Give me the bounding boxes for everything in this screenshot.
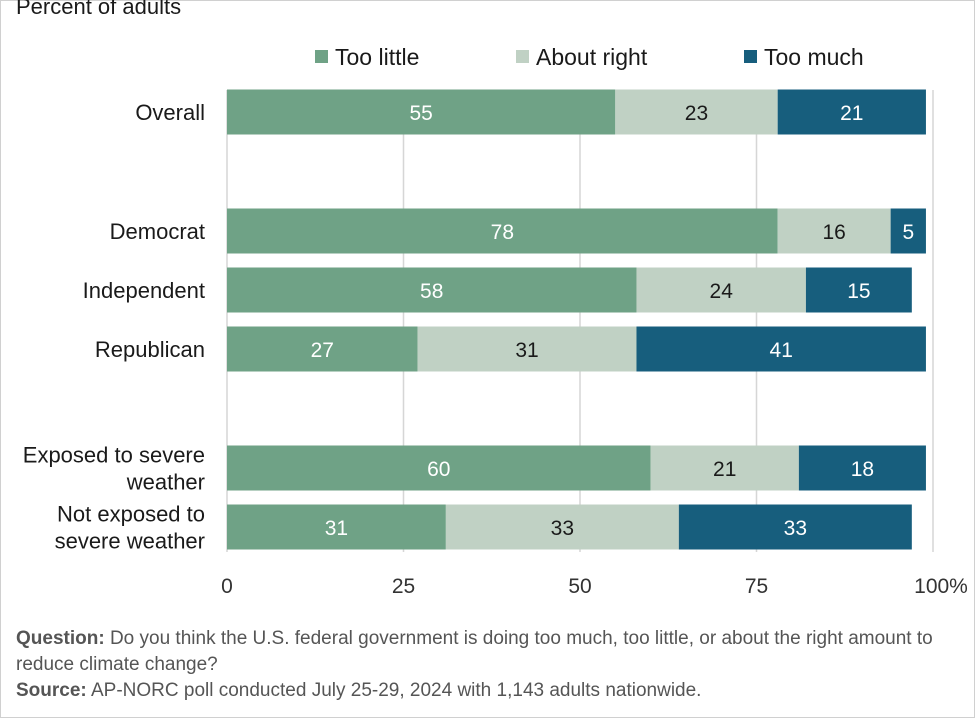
data-label: 78	[491, 221, 514, 244]
data-label: 33	[551, 517, 574, 540]
question-label: Question:	[16, 628, 105, 649]
bar-segment	[227, 445, 651, 491]
data-label: 31	[325, 517, 348, 540]
bar-segment	[636, 267, 806, 313]
data-label: 55	[409, 102, 432, 125]
bar-segment	[777, 89, 926, 135]
bar-segment	[227, 504, 446, 550]
bar-segment	[678, 504, 912, 550]
question-text: Do you think the U.S. federal government…	[16, 628, 933, 675]
source-note: Source: AP-NORC poll conducted July 25-2…	[16, 678, 966, 704]
source-text: AP-NORC poll conducted July 25-29, 2024 …	[90, 680, 702, 701]
bar-segment	[445, 504, 679, 550]
bar-segment	[805, 267, 912, 313]
category-label: Not exposed to	[57, 502, 205, 527]
legend-swatch	[315, 50, 328, 63]
category-label: severe weather	[55, 529, 205, 554]
category-label: Overall	[135, 100, 205, 125]
bar-segment	[798, 445, 926, 491]
data-label: 27	[311, 339, 334, 362]
legend-swatch	[516, 50, 529, 63]
bar-segment	[227, 267, 637, 313]
bar-segment	[636, 326, 926, 372]
category-label: Democrat	[110, 219, 205, 244]
data-label: 5	[902, 221, 914, 244]
data-label: 60	[427, 458, 450, 481]
data-label: 24	[710, 280, 734, 303]
legend-label: About right	[536, 44, 648, 70]
category-label: Exposed to severe	[23, 443, 205, 468]
bar-segment	[227, 326, 418, 372]
bar-chart: 0 25 50 75 100% Too little About right Too much…	[23, 44, 968, 598]
x-tick-label: 100%	[914, 575, 968, 598]
data-label: 15	[847, 280, 870, 303]
data-label: 33	[784, 517, 807, 540]
bar-segment	[650, 445, 799, 491]
legend-swatch	[744, 50, 757, 63]
bar-segment	[417, 326, 637, 372]
category-label: Republican	[95, 337, 205, 362]
data-label: 23	[685, 102, 708, 125]
bar-segment	[227, 208, 778, 254]
bar-segment	[890, 208, 926, 254]
data-label: 58	[420, 280, 443, 303]
bar-segment	[615, 89, 778, 135]
x-tick-label: 25	[392, 575, 415, 598]
x-tick-label: 50	[568, 575, 591, 598]
x-tick-label: 75	[745, 575, 768, 598]
chart-notes: Question: Do you think the U.S. federal …	[16, 626, 966, 704]
data-label: 18	[851, 458, 874, 481]
question-note: Question: Do you think the U.S. federal …	[16, 626, 966, 678]
data-label: 31	[515, 339, 538, 362]
chart-subtitle: Percent of adults	[16, 0, 182, 19]
legend-label: Too little	[335, 44, 419, 70]
source-label: Source:	[16, 680, 87, 701]
legend-label: Too much	[764, 44, 864, 70]
x-tick-label: 0	[221, 575, 233, 598]
category-label: Independent	[83, 278, 205, 303]
data-label: 21	[840, 102, 863, 125]
data-label: 16	[822, 221, 845, 244]
data-label: 41	[770, 339, 793, 362]
category-label: weather	[126, 470, 205, 495]
data-label: 21	[713, 458, 736, 481]
bar-segment	[227, 89, 616, 135]
bar-segment	[777, 208, 891, 254]
